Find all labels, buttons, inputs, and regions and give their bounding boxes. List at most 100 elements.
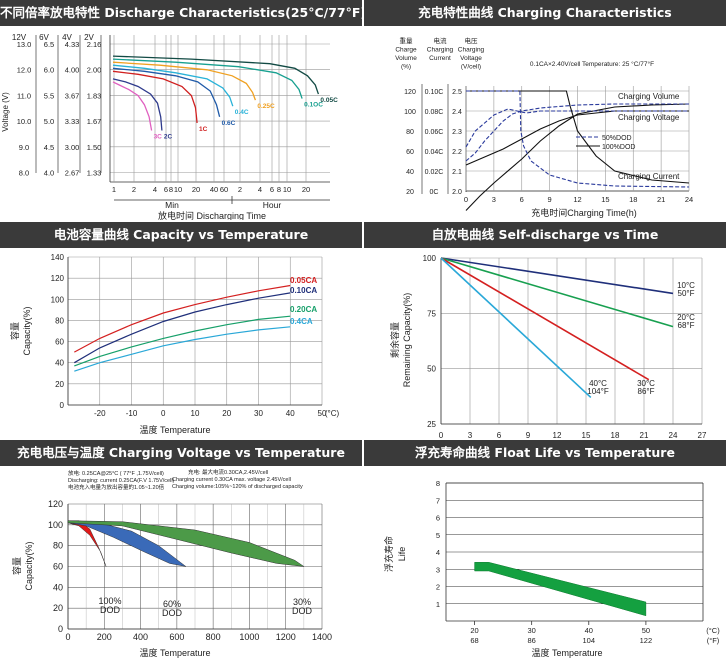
x-tick-label-c: 20 — [470, 626, 478, 635]
x-tick-label: 6 — [270, 185, 274, 194]
dod-percent-label: 30% — [293, 597, 311, 607]
selfdischarge-line — [440, 257, 592, 398]
x-tick-label: 6 — [497, 431, 502, 438]
x-tick-label: 8 — [169, 185, 173, 194]
dod-label: DOD — [292, 606, 313, 616]
y-axis-label-cn: 浮充寿命 — [383, 536, 394, 572]
y-tick-label: 100 — [423, 254, 437, 263]
float-life-band — [474, 562, 647, 617]
x-unit-label: (°C) — [325, 409, 340, 418]
series-label: 0.05C — [320, 97, 338, 104]
x-tick-label-f: 104 — [583, 636, 596, 645]
chargevoltage-panel: 充电电压与温度 Charging Voltage vs Temperature … — [0, 440, 362, 661]
voltage-tick-label: 2.5 — [452, 89, 462, 96]
x-tick-label: 20 — [302, 185, 310, 194]
dod-percent-label: 60% — [163, 599, 181, 609]
discharge-curve — [112, 61, 257, 101]
y-axis-label: Capacity(%) — [22, 306, 32, 355]
discharge-title: 不同倍率放电特性 Discharge Characteristics(25°C/… — [0, 0, 362, 26]
current-tick-label: 0.02C — [425, 169, 444, 176]
charging-note: 电池充入电量为放出容量的1.05~1.20倍 — [68, 483, 165, 491]
voltage-tick-label: 5.0 — [44, 117, 54, 126]
axis-header-text: (V/cell) — [461, 64, 481, 71]
axis-header-text: Charge — [395, 47, 417, 54]
y-tick-label: 75 — [427, 309, 436, 318]
voltage-tick-label: 3.67 — [65, 91, 80, 100]
x-tick-label: 18 — [611, 431, 620, 438]
voltage-tick-label: 2.4 — [452, 109, 462, 116]
chargevoltage-title: 充电电压与温度 Charging Voltage vs Temperature — [0, 440, 362, 466]
x-tick-label: 0 — [439, 431, 444, 438]
charging-current-label: Charging Current — [618, 172, 680, 181]
x-tick-label: 24 — [685, 195, 693, 204]
voltage-tick-label: 2.00 — [87, 66, 102, 75]
charging-title: 充电特性曲线 Charging Characteristics — [364, 0, 726, 26]
y-tick-label: 100 — [48, 520, 63, 530]
series-label: 0.6C — [222, 120, 236, 127]
volume-tick-label: 120 — [404, 89, 416, 96]
x-axis-label: 温度 Temperature — [531, 647, 602, 658]
series-label: 2C — [164, 133, 173, 140]
current-tick-label: 0.06C — [425, 129, 444, 136]
series-label-c: 20°C — [677, 313, 695, 322]
x-tick-label: 0 — [464, 195, 468, 204]
discharge-panel: 不同倍率放电特性 Discharge Characteristics(25°C/… — [0, 0, 362, 220]
voltage-tick-label: 2.67 — [65, 169, 80, 178]
x-tick-label-c: 40 — [585, 626, 593, 635]
selfdischarge-line — [440, 257, 674, 295]
discharge-curve — [112, 78, 163, 131]
series-label: 0.25C — [257, 103, 275, 110]
x-tick-label: 21 — [657, 195, 665, 204]
charging-note: Discharging: current 0.25CA(F.V 1.75V/ce… — [68, 478, 175, 484]
voltage-tick-label: 2.16 — [87, 40, 102, 49]
charging-curve — [465, 110, 689, 166]
x-tick-label: 3 — [492, 195, 496, 204]
x-tick-label: 200 — [97, 632, 112, 642]
series-label: 0.1OC — [304, 102, 323, 109]
x-tick-label: -10 — [126, 409, 138, 418]
hour-label: Hour — [263, 200, 282, 210]
x-tick-label: 6 — [164, 185, 168, 194]
x-axis-label: 放电时间 Discharging Time — [158, 210, 266, 220]
voltage-tick-label: 1.33 — [87, 169, 102, 178]
x-axis-label: 温度 Temperature — [139, 424, 210, 435]
axis-header-text: Current — [429, 55, 451, 62]
voltage-tick-label: 1.67 — [87, 117, 102, 126]
floatlife-panel: 浮充寿命曲线 Float Life vs Temperature 1 2 3 4 5 6 7… — [364, 440, 726, 661]
x-tick-label: 50 — [318, 409, 327, 418]
axis-header-text: Charging — [458, 47, 485, 54]
y-axis-label-cn: 剩余容量 — [389, 322, 400, 358]
charging-curve — [465, 108, 689, 148]
y-axis-label-cn: 容量 — [11, 557, 22, 575]
x-tick-label: 400 — [133, 632, 148, 642]
x-tick-label: 0 — [65, 632, 70, 642]
discharge-curve — [112, 70, 198, 123]
x-tick-label: 800 — [206, 632, 221, 642]
x-tick-label: 10 — [283, 185, 291, 194]
x-tick-label: 27 — [698, 431, 707, 438]
series-label-f: 50°F — [678, 289, 695, 298]
x-tick-label: 30 — [254, 409, 263, 418]
min-label: Min — [165, 200, 179, 210]
charging-panel: 充电特性曲线 Charging Characteristics 重量 Charge… — [364, 0, 726, 220]
dod-band — [67, 520, 187, 567]
y-tick-label: 40 — [53, 582, 63, 592]
capacity-curve — [74, 284, 291, 353]
series-label: 3C — [154, 133, 163, 140]
x-tick-label-f: 86 — [527, 636, 535, 645]
series-label: 1C — [199, 126, 208, 133]
y-axis-label: Remaining Capacity(%) — [402, 293, 412, 388]
discharge-curve — [112, 55, 320, 95]
y-axis-label: Capacity(%) — [24, 541, 34, 590]
x-tick-label: 24 — [669, 431, 678, 438]
y-tick-label: 120 — [48, 499, 63, 509]
x-tick-label: 12 — [573, 195, 581, 204]
x-tick-label: 20 — [222, 409, 231, 418]
y-tick-label: 8 — [436, 479, 440, 488]
capacity-curve — [73, 292, 291, 364]
series-label-f: 86°F — [638, 387, 655, 396]
series-label-c: 30°C — [637, 379, 655, 388]
voltage-tick-label: 4.0 — [44, 169, 54, 178]
discharge-chart: 12V 6V 4V 2V 13.0 6.5 4.33 2.16 12.0 6.0 4.00 2.00 1… — [1, 33, 338, 220]
